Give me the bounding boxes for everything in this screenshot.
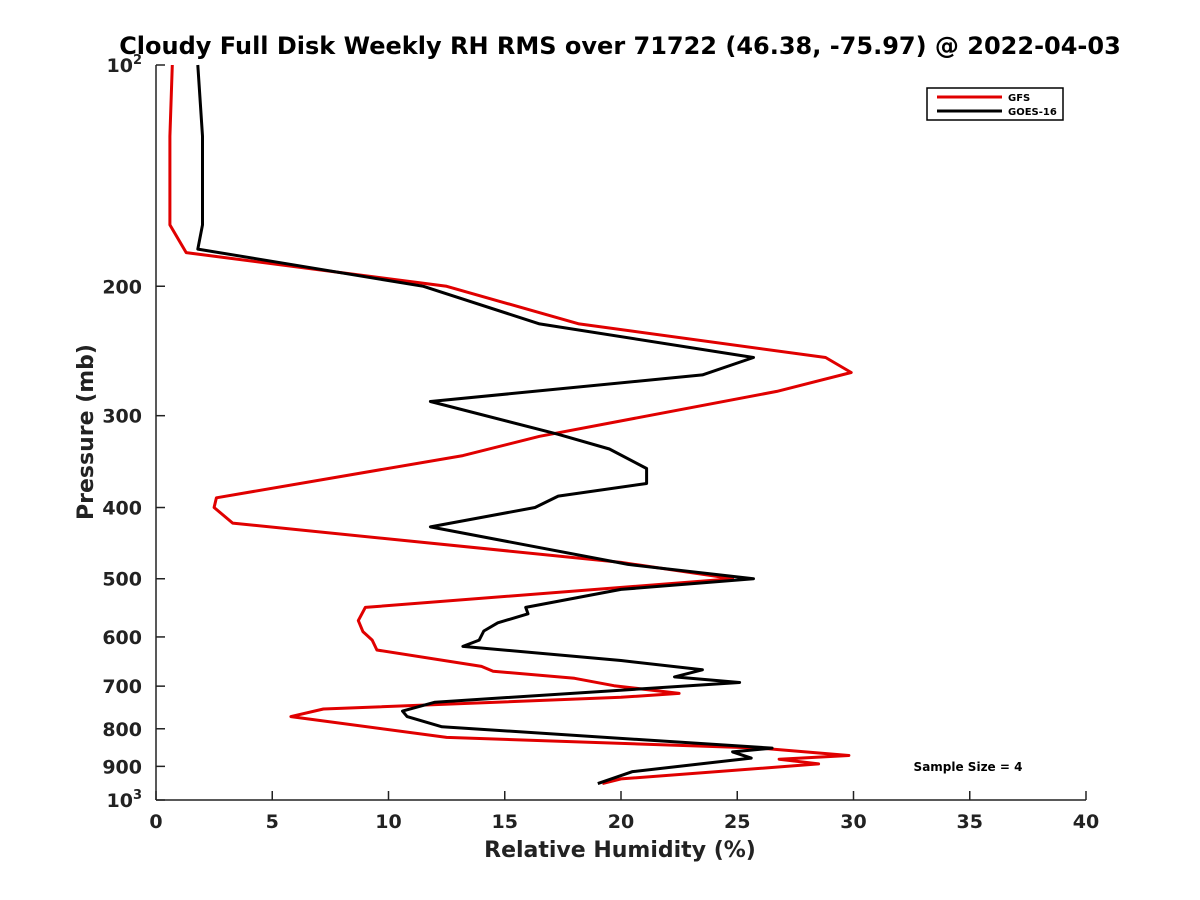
x-tick-label: 35 bbox=[957, 811, 983, 833]
x-tick-label: 10 bbox=[375, 811, 401, 833]
x-tick-label: 20 bbox=[608, 811, 634, 833]
y-tick-label: 600 bbox=[102, 627, 142, 649]
plot-axes: 0 5 10 15 20 25 30 35 40 102 200 300 400 500 600 700 800… bbox=[102, 53, 1099, 833]
chart-title: Cloudy Full Disk Weekly RH RMS over 7172… bbox=[119, 32, 1121, 60]
x-tick-label: 5 bbox=[266, 811, 279, 833]
sample-size-annotation: Sample Size = 4 bbox=[914, 760, 1023, 774]
legend-label-goes16: GOES-16 bbox=[1008, 107, 1057, 118]
y-tick-label: 102 bbox=[107, 53, 143, 77]
y-tick-label: 300 bbox=[102, 406, 142, 428]
x-tick-label: 25 bbox=[724, 811, 750, 833]
y-tick-label: 900 bbox=[102, 756, 142, 778]
series-line-goes16 bbox=[196, 64, 774, 786]
x-tick-label: 30 bbox=[840, 811, 866, 833]
y-tick-label: 103 bbox=[107, 788, 143, 812]
legend-label-gfs: GFS bbox=[1008, 93, 1030, 104]
series-line-gfs bbox=[168, 64, 853, 786]
legend-box bbox=[926, 87, 1064, 121]
x-tick-label: 0 bbox=[149, 811, 162, 833]
legend: GFS GOES-16 bbox=[926, 87, 1064, 121]
x-tick-label: 15 bbox=[492, 811, 518, 833]
y-tick-label: 200 bbox=[102, 276, 142, 298]
y-axis-label: Pressure (mb) bbox=[74, 344, 99, 520]
y-tick-label: 500 bbox=[102, 569, 142, 591]
y-tick-label: 400 bbox=[102, 498, 142, 520]
y-tick-label: 800 bbox=[102, 719, 142, 741]
series-layer bbox=[168, 64, 853, 786]
x-axis-label: Relative Humidity (%) bbox=[484, 838, 756, 863]
x-tick-label: 40 bbox=[1073, 811, 1099, 833]
y-tick-label: 700 bbox=[102, 676, 142, 698]
